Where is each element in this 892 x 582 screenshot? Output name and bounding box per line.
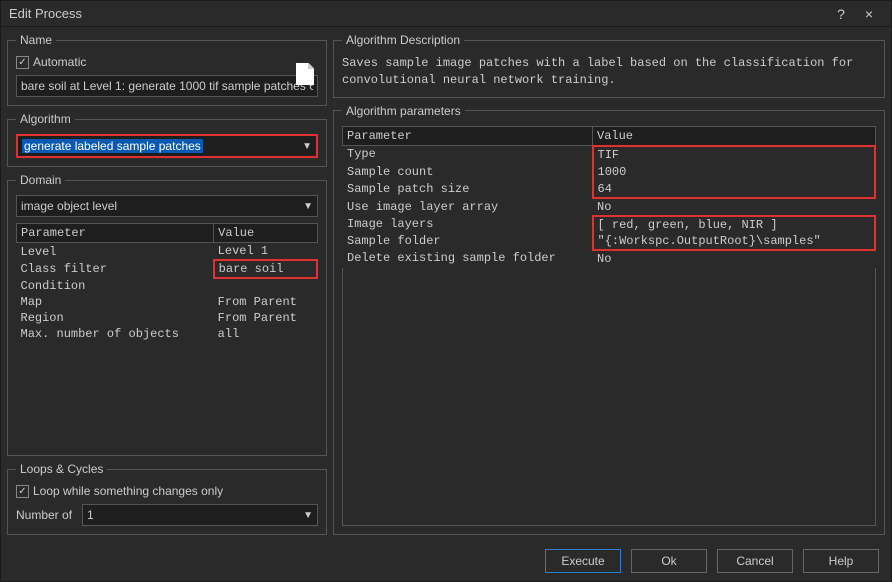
name-fieldset: Name ✓ Automatic [7, 33, 327, 106]
number-combo[interactable]: 1 ▼ [82, 504, 318, 526]
domain-table: Parameter Value Level Level 1 Class filt… [16, 223, 318, 342]
name-input[interactable] [16, 75, 318, 97]
table-header-row: Parameter Value [343, 126, 876, 146]
ok-button[interactable]: Ok [631, 549, 707, 573]
loops-fieldset: Loops & Cycles ✓ Loop while something ch… [7, 462, 327, 535]
table-row[interactable]: Level Level 1 [17, 243, 318, 261]
domain-fieldset: Domain image object level ▼ Parameter Va… [7, 173, 327, 456]
button-row: Execute Ok Cancel Help [1, 541, 891, 581]
table-row[interactable]: Image layers [ red, green, blue, NIR ] [343, 216, 876, 233]
name-legend: Name [16, 33, 56, 47]
loop-row: ✓ Loop while something changes only [16, 484, 318, 498]
algorithm-selected: generate labeled sample patches [22, 139, 203, 153]
algorithm-fieldset: Algorithm generate labeled sample patche… [7, 112, 327, 167]
help-icon[interactable]: ? [827, 6, 855, 22]
number-label: Number of [16, 508, 72, 522]
chevron-down-icon: ▼ [303, 510, 313, 521]
number-row: Number of 1 ▼ [16, 504, 318, 526]
help-button[interactable]: Help [803, 549, 879, 573]
col-value: Value [214, 224, 317, 243]
titlebar: Edit Process ? × [1, 1, 891, 27]
domain-legend: Domain [16, 173, 65, 187]
cancel-button[interactable]: Cancel [717, 549, 793, 573]
window-title: Edit Process [9, 6, 827, 21]
automatic-label: Automatic [33, 55, 86, 69]
domain-selected: image object level [21, 199, 117, 213]
table-header-row: Parameter Value [17, 224, 318, 243]
params-empty-area [342, 268, 876, 526]
automatic-checkbox[interactable]: ✓ [16, 56, 29, 69]
algorithm-combo[interactable]: generate labeled sample patches ▼ [16, 134, 318, 158]
loops-legend: Loops & Cycles [16, 462, 107, 476]
table-row[interactable]: Sample patch size 64 [343, 180, 876, 198]
algorithm-legend: Algorithm [16, 112, 75, 126]
description-fieldset: Algorithm Description Saves sample image… [333, 33, 885, 98]
close-icon[interactable]: × [855, 6, 883, 22]
domain-body: Parameter Value Level Level 1 Class filt… [16, 217, 318, 447]
chevron-down-icon: ▼ [303, 201, 313, 212]
domain-combo[interactable]: image object level ▼ [16, 195, 318, 217]
col-parameter: Parameter [343, 126, 593, 146]
table-row[interactable]: Condition [17, 278, 318, 294]
table-row[interactable]: Type TIF [343, 146, 876, 164]
table-row[interactable]: Max. number of objects all [17, 326, 318, 342]
table-row[interactable]: Class filter bare soil [17, 260, 318, 278]
left-column: Name ✓ Automatic Algorithm generate labe… [7, 33, 327, 535]
params-fieldset: Algorithm parameters Parameter Value Typ… [333, 104, 885, 535]
col-parameter: Parameter [17, 224, 214, 243]
number-value: 1 [87, 508, 94, 522]
content-area: Name ✓ Automatic Algorithm generate labe… [1, 27, 891, 541]
edit-process-window: Edit Process ? × Name ✓ Automatic Algori… [0, 0, 892, 582]
loop-label: Loop while something changes only [33, 484, 223, 498]
loop-checkbox[interactable]: ✓ [16, 485, 29, 498]
automatic-row: ✓ Automatic [16, 55, 318, 69]
right-column: Algorithm Description Saves sample image… [333, 33, 885, 535]
table-row[interactable]: Map From Parent [17, 294, 318, 310]
chevron-down-icon: ▼ [302, 141, 312, 152]
table-row[interactable]: Region From Parent [17, 310, 318, 326]
execute-button[interactable]: Execute [545, 549, 621, 573]
description-text: Saves sample image patches with a label … [342, 55, 876, 89]
col-value: Value [593, 126, 876, 146]
params-table: Parameter Value Type TIF Sample count 10… [342, 126, 876, 268]
file-icon[interactable] [296, 63, 314, 85]
table-row[interactable]: Delete existing sample folder No [343, 250, 876, 268]
params-legend: Algorithm parameters [342, 104, 465, 118]
table-row[interactable]: Sample count 1000 [343, 163, 876, 180]
description-legend: Algorithm Description [342, 33, 464, 47]
table-row[interactable]: Sample folder "{:Workspc.OutputRoot}\sam… [343, 233, 876, 250]
table-row[interactable]: Use image layer array No [343, 198, 876, 216]
